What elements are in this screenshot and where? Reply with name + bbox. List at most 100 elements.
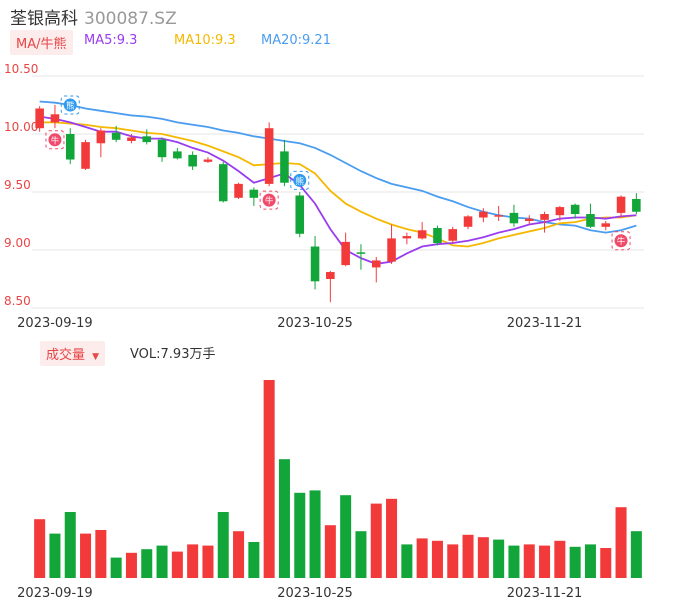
volume-bar: [187, 544, 199, 578]
marker-dot: [262, 193, 276, 207]
marker-label: 熊: [295, 176, 304, 187]
bull-marker-icon: 牛: [611, 231, 631, 251]
bull-marker-icon: 牛: [45, 130, 65, 150]
price-axis: 10.50 10.00 9.50 9.00 8.50: [4, 62, 38, 308]
y-tick-label: 9.00: [4, 236, 31, 250]
candle-body: [234, 183, 243, 198]
marker-frame: [259, 190, 279, 210]
candle-body: [65, 134, 75, 160]
volume-bar: [202, 545, 214, 578]
volume-indicator-button[interactable]: 成交量 ▼: [40, 341, 106, 366]
bear-marker-icon: 熊: [290, 170, 310, 190]
volume-bar: [539, 545, 551, 578]
candle: [35, 106, 44, 132]
marker-dot: [614, 234, 628, 248]
candle: [479, 208, 488, 223]
candle-body: [111, 132, 121, 140]
candle: [50, 105, 60, 129]
candle-body: [479, 211, 488, 218]
candle-body: [173, 151, 182, 159]
volume-bar: [34, 519, 46, 578]
stock-title: 荃银高科 300087.SZ: [10, 4, 177, 29]
volume-bar: [110, 557, 122, 578]
y-tick-label: 9.50: [4, 178, 31, 192]
candle-body: [127, 137, 136, 141]
candle-body: [249, 189, 259, 198]
candle-body: [142, 136, 152, 143]
marker-frame: [290, 170, 310, 190]
volume-bar: [615, 507, 627, 578]
candle: [96, 128, 106, 158]
volume-bar: [523, 544, 535, 578]
candle: [417, 222, 427, 240]
candle-body: [417, 230, 427, 239]
stock-code: 300087.SZ: [84, 9, 177, 29]
candle: [341, 232, 350, 267]
candle-body: [341, 241, 350, 266]
marker-dot: [293, 173, 307, 187]
volume-bar: [401, 544, 413, 578]
candle: [463, 215, 473, 230]
volume-bar: [508, 545, 520, 578]
candle: [127, 134, 136, 144]
candle: [387, 224, 396, 264]
candle: [173, 147, 182, 160]
moving-averages: [39, 100, 637, 265]
candle-body: [402, 236, 412, 239]
candle-body: [387, 238, 396, 262]
volume-bar: [477, 537, 489, 578]
bull-marker-icon: 牛: [259, 190, 279, 210]
volume-bar: [447, 544, 459, 578]
y-tick-label: 10.50: [4, 62, 38, 76]
candle: [249, 187, 259, 206]
candle-body: [81, 142, 90, 169]
volume-bar: [263, 380, 275, 578]
candle-body: [326, 272, 335, 279]
ma20-line: [39, 100, 637, 234]
volume-bar: [217, 512, 229, 578]
volume-bar: [309, 490, 321, 578]
candle-body: [463, 216, 473, 227]
volume-bar: [294, 492, 306, 578]
volume-bar: [233, 531, 245, 578]
volume-bar: [64, 512, 76, 578]
candle: [555, 205, 565, 221]
y-tick-label: 8.50: [4, 294, 31, 308]
date-tick-label: 2023-11-21: [507, 586, 583, 601]
candle-body: [632, 198, 641, 212]
volume-bar: [584, 544, 596, 578]
bear-marker-icon: 熊: [60, 95, 80, 115]
marker-label: 牛: [265, 196, 274, 207]
volume-bar: [278, 459, 290, 578]
ma5-legend: MA5:9.3: [84, 33, 138, 48]
candle: [203, 157, 213, 163]
volume-bar: [324, 525, 336, 578]
indicator-selector-button[interactable]: MA/牛熊: [10, 30, 73, 55]
volume-bar: [156, 545, 168, 578]
candle: [295, 192, 305, 238]
candle-body: [555, 207, 565, 216]
candle: [632, 193, 641, 215]
volume-indicator-label: 成交量: [46, 348, 86, 363]
volume-bar: [462, 534, 474, 578]
candle: [280, 139, 289, 187]
price-grid: [32, 75, 644, 309]
volume-bar: [431, 540, 443, 578]
date-tick-label: 2023-11-21: [507, 316, 583, 331]
candle: [234, 182, 243, 199]
ma5-line: [39, 115, 637, 265]
volume-bar: [141, 549, 153, 578]
volume-bar: [171, 551, 183, 578]
candle: [81, 139, 90, 170]
candle: [540, 211, 549, 233]
indicator-label: MA/牛熊: [16, 37, 67, 52]
marker-frame: [45, 130, 65, 150]
stock-name: 荃银高科: [10, 9, 78, 29]
volume-bar: [49, 533, 61, 578]
volume-date-axis: 2023-09-19 2023-10-25 2023-11-21: [17, 586, 582, 601]
volume-bar: [569, 546, 581, 578]
candle: [448, 226, 458, 244]
volume-bar: [248, 542, 260, 578]
